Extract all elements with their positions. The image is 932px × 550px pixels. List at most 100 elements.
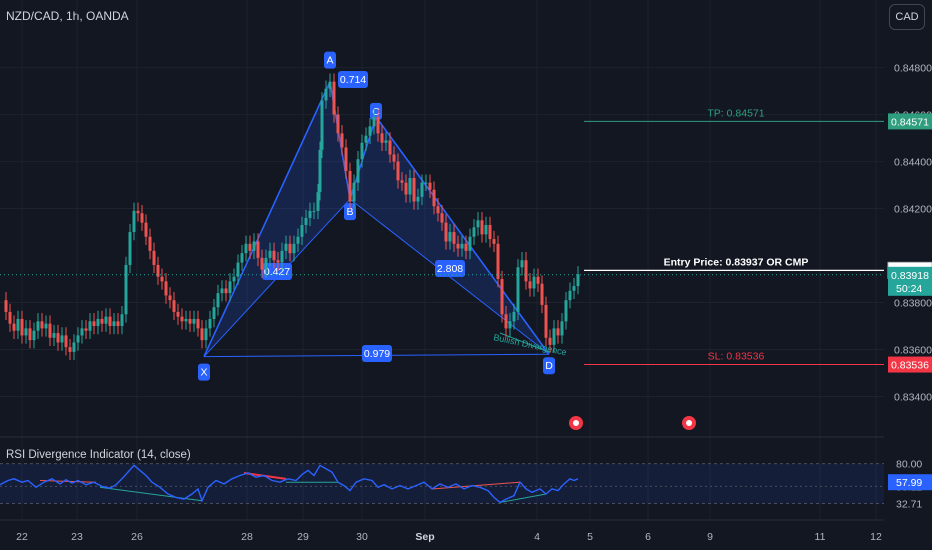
axis-tag-label-sl: 0.83536 <box>891 360 929 372</box>
candle-body <box>196 318 200 329</box>
candle-body <box>268 250 272 258</box>
candle-body <box>376 116 380 134</box>
candle-body <box>220 288 224 294</box>
chart-title: NZD/CAD, 1h, OANDA <box>6 9 129 23</box>
time-tick-label: 22 <box>16 531 28 543</box>
candle-body <box>320 100 324 150</box>
time-tick-label: 12 <box>870 531 882 543</box>
ratio-label: 0.714 <box>340 74 366 86</box>
candle-body <box>416 196 420 202</box>
price-tick-label: 0.83400 <box>894 392 932 404</box>
countdown-label: 50:24 <box>896 283 922 295</box>
price-tick-label: 0.83600 <box>894 345 932 357</box>
candle-body <box>56 333 60 343</box>
rsi-pane <box>0 463 884 505</box>
candle-body <box>448 232 452 242</box>
ratio-label-bg <box>338 71 368 88</box>
candle-body <box>384 140 388 143</box>
candle-body <box>52 333 56 338</box>
candle-body <box>528 281 532 289</box>
ratio-label: 2.808 <box>437 263 463 275</box>
candle-body <box>240 253 244 263</box>
time-tick-label: 29 <box>297 531 309 543</box>
candle-body <box>108 316 112 327</box>
candle-body <box>16 318 20 331</box>
candle-body <box>336 114 340 134</box>
time-tick-label: 28 <box>241 531 253 543</box>
candle-body <box>532 276 536 289</box>
axis-tag-label-tp: 0.84571 <box>891 116 929 128</box>
candle-body <box>128 232 132 265</box>
candle-body <box>428 182 432 190</box>
candle-body <box>404 182 408 195</box>
candle-body <box>548 337 552 345</box>
candle-body <box>512 311 516 322</box>
time-tick-label: 23 <box>71 531 83 543</box>
candle-body <box>24 328 28 336</box>
candle-body <box>356 159 360 183</box>
candle-body <box>576 274 580 287</box>
candle-body <box>552 328 556 345</box>
candle-body <box>68 347 72 352</box>
candle-body <box>564 300 568 322</box>
candle-body <box>76 335 80 343</box>
candle-body <box>140 213 144 223</box>
candle-body <box>464 243 468 251</box>
candle-body <box>372 116 376 127</box>
time-tick-label: 5 <box>587 531 593 543</box>
candle-body <box>80 328 84 336</box>
candle-body <box>472 227 476 237</box>
candle-body <box>536 276 540 284</box>
candle-body <box>360 142 364 160</box>
candle-body <box>84 328 88 331</box>
candle-body <box>516 267 520 312</box>
rsi-current-label: 57.99 <box>896 477 922 489</box>
candle-body <box>488 225 492 240</box>
candle-body <box>172 300 176 312</box>
time-tick-label: Sep <box>415 531 434 543</box>
point-label-bg-c <box>370 102 382 120</box>
ratio-label-bg <box>362 345 392 362</box>
pattern-leg <box>203 81 331 357</box>
point-label-b: B <box>346 206 353 218</box>
point-label-bg-x <box>198 363 210 381</box>
current-price-tag <box>888 266 932 296</box>
candle-body <box>328 81 332 89</box>
candle-body <box>164 281 168 296</box>
candle-body <box>4 300 8 312</box>
candle-body <box>344 147 348 171</box>
candle-body <box>456 243 460 249</box>
candle-body <box>88 321 92 331</box>
point-label-a: A <box>326 55 333 67</box>
price-tick-label: 0.84400 <box>894 157 932 169</box>
grid-lines <box>0 0 884 521</box>
candle-body <box>272 250 276 261</box>
candle-body <box>440 213 444 223</box>
candle-body <box>116 321 120 327</box>
xab-triangle <box>204 81 350 357</box>
candle-body <box>500 279 504 315</box>
candle-body <box>452 232 456 244</box>
candle-body <box>36 321 40 331</box>
price-tick-label: 0.84200 <box>894 204 932 216</box>
candle-body <box>60 335 64 343</box>
rsi-indicator-title: RSI Divergence Indicator (14, close) <box>6 449 191 461</box>
candle-body <box>292 243 296 254</box>
time-tick-label: 9 <box>707 531 713 543</box>
point-label-bg-d <box>543 357 555 375</box>
candle-body <box>396 161 400 181</box>
level-label-tp: TP: 0.84571 <box>707 107 764 119</box>
candle-body <box>96 318 100 327</box>
rsi-current-tag <box>888 474 932 491</box>
candle-body <box>392 154 396 162</box>
time-tick-label: 6 <box>645 531 651 543</box>
candle-body <box>20 318 24 336</box>
candle-body <box>508 321 512 329</box>
point-label-x: X <box>200 367 207 379</box>
currency-button[interactable]: CAD <box>889 4 925 30</box>
rsi-line <box>0 464 579 504</box>
time-tick-label: 11 <box>815 531 826 543</box>
rsi-bullish-divergence <box>499 493 547 503</box>
